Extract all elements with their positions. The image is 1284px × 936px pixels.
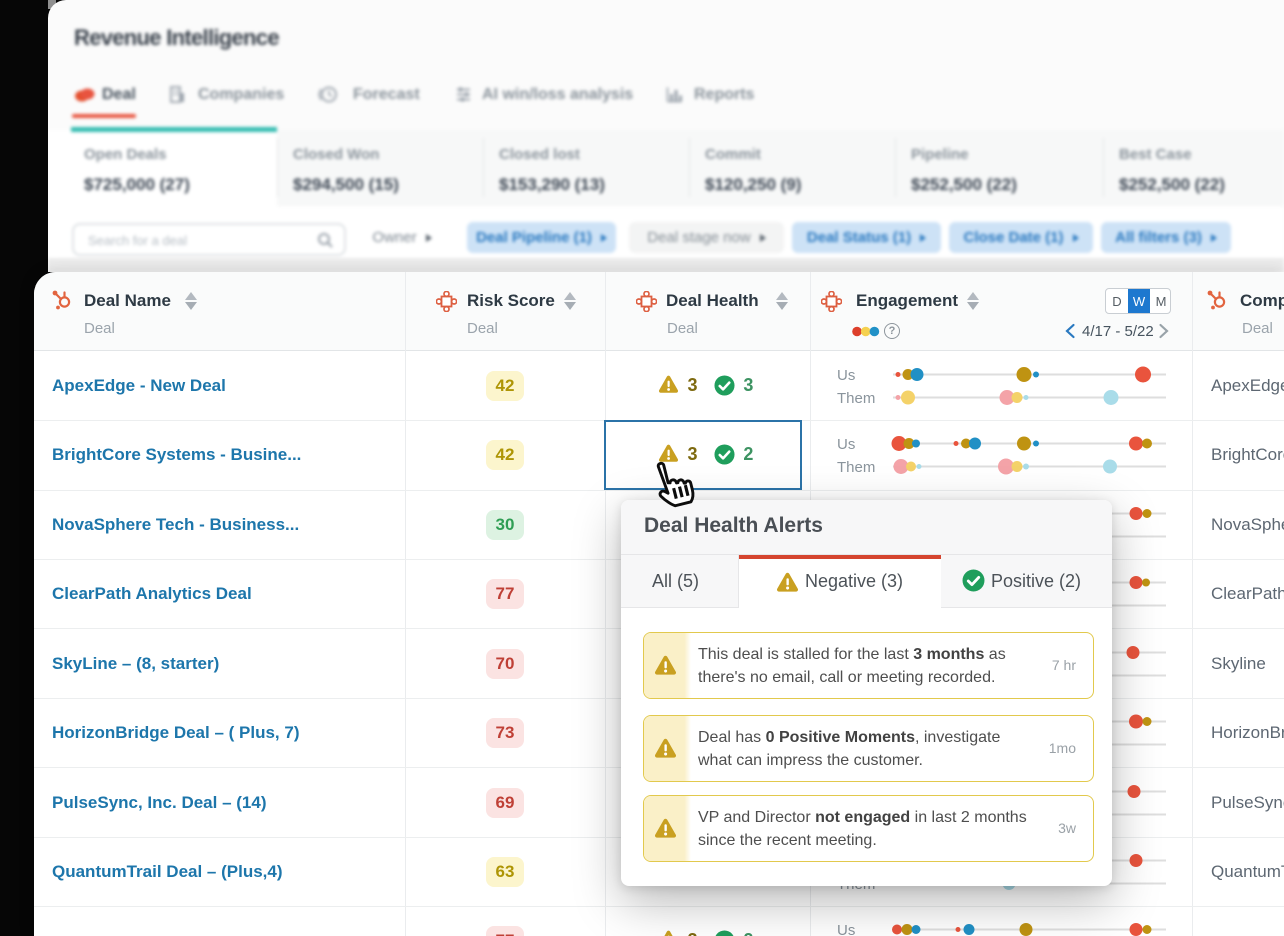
svg-text:Us: Us	[837, 436, 855, 453]
svg-text:Us: Us	[837, 367, 855, 384]
svg-text:Them: Them	[837, 459, 875, 476]
svg-text:Them: Them	[837, 390, 875, 407]
svg-text:Us: Us	[837, 922, 855, 936]
